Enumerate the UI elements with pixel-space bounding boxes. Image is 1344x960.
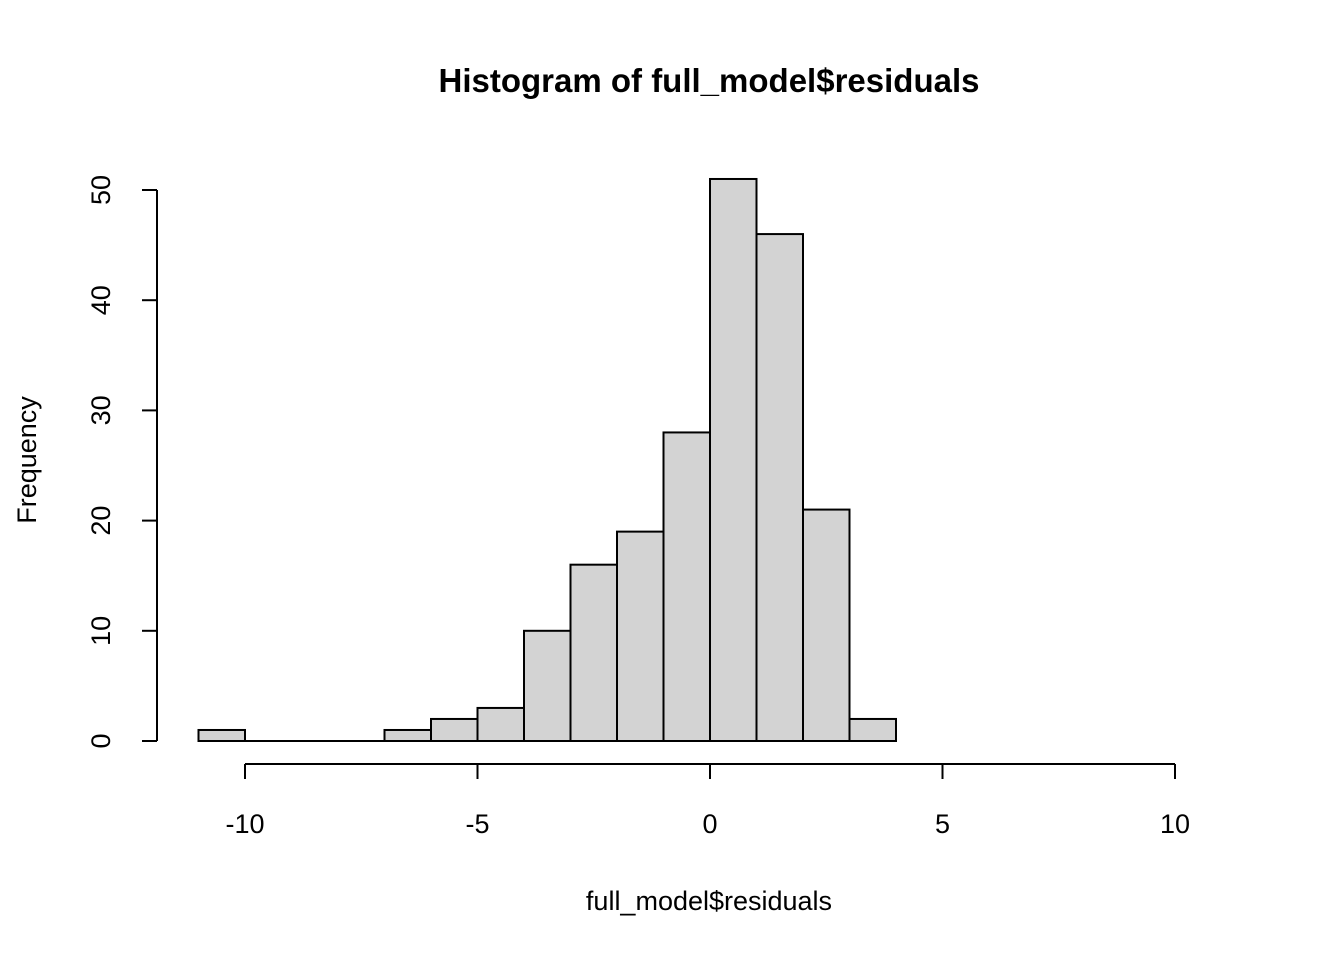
histogram-bar <box>197 728 246 742</box>
histogram-bar <box>430 717 479 743</box>
histogram-bar <box>523 629 572 742</box>
x-tick-label: -10 <box>225 809 264 839</box>
y-tick-label: 50 <box>86 175 116 205</box>
x-axis-label: full_model$residuals <box>586 886 832 916</box>
histogram-bar <box>802 508 851 742</box>
bars-group <box>197 177 897 743</box>
x-axis: -10 -5 0 5 10 <box>225 763 1190 839</box>
x-tick-label: 10 <box>1160 809 1190 839</box>
histogram-bar <box>662 431 711 742</box>
y-axis-label: Frequency <box>12 396 42 524</box>
y-tick-label: 20 <box>86 506 116 536</box>
y-tick-label: 40 <box>86 285 116 315</box>
x-tick-label: -5 <box>465 809 489 839</box>
y-tick-label: 10 <box>86 616 116 646</box>
y-tick-label: 0 <box>86 733 116 748</box>
y-tick-label: 30 <box>86 395 116 425</box>
histogram-bar <box>383 728 432 742</box>
histogram-bar <box>616 530 665 742</box>
histogram-bar <box>709 177 758 743</box>
histogram-bar <box>755 233 804 743</box>
x-tick-label: 5 <box>935 809 950 839</box>
x-tick-label: 0 <box>702 809 717 839</box>
histogram-bar <box>848 717 897 743</box>
chart-title: Histogram of full_model$residuals <box>439 62 980 99</box>
histogram-bar <box>569 563 618 742</box>
histogram-bar <box>476 706 525 743</box>
y-axis: 0 10 20 30 40 50 <box>86 175 158 749</box>
